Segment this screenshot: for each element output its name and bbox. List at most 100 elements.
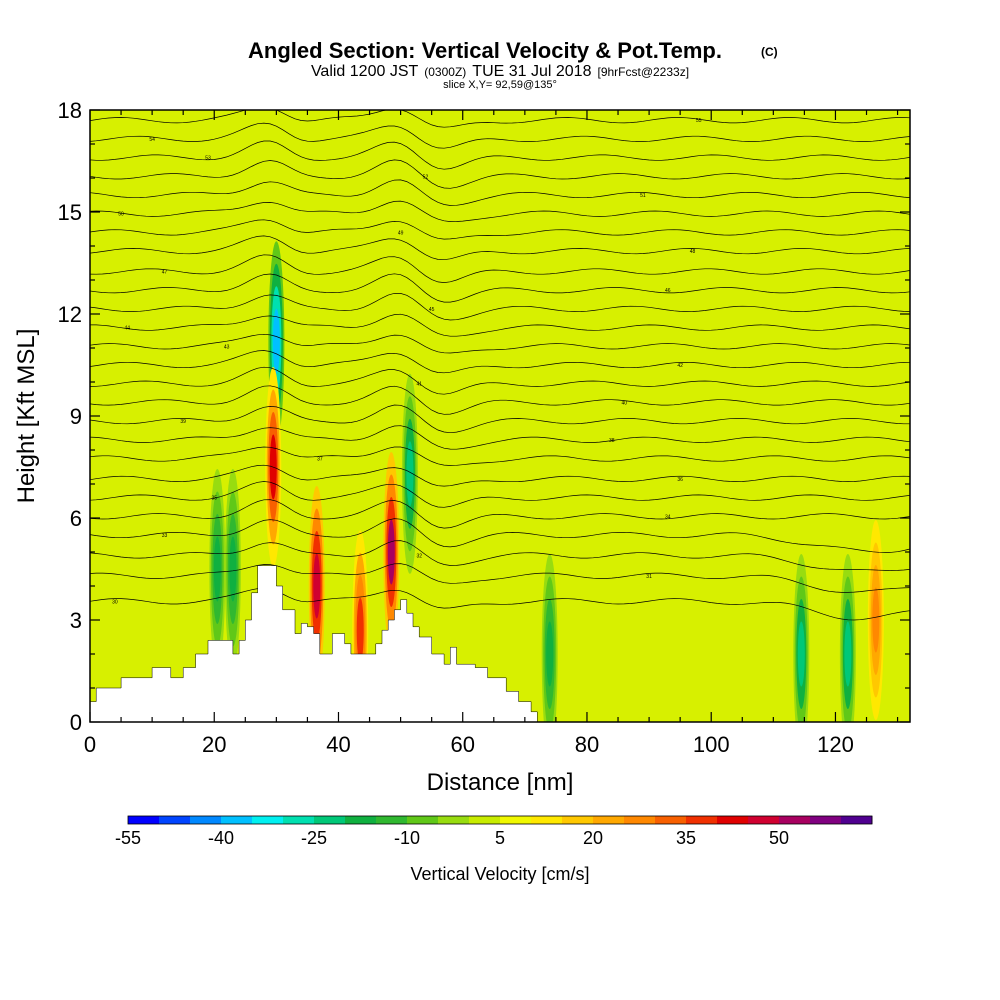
- vv-feature-6: [209, 469, 226, 669]
- y-tick-label: 9: [70, 404, 82, 429]
- x-tick-label: 120: [817, 732, 854, 757]
- valid-time-line: Valid 1200 JST (0300Z) TUE 31 Jul 2018 [9hr…: [311, 63, 689, 80]
- colorbar-tick-label: 20: [583, 828, 603, 848]
- theta-contour-31: [90, 563, 910, 593]
- colorbar-swatch: [128, 816, 160, 824]
- colorbar-swatch: [841, 816, 873, 824]
- valid-time: Valid 1200 JST: [311, 63, 419, 80]
- forecast-tag: [9hrFcst@2233z]: [597, 65, 689, 79]
- vv-band: [872, 587, 880, 653]
- theta-contour-35: [90, 481, 910, 508]
- valid-date: TUE 31 Jul 2018: [472, 63, 591, 80]
- colorbar-swatch: [314, 816, 346, 824]
- theta-contour-34: [90, 499, 910, 529]
- theta-contour-54: [90, 122, 910, 149]
- colorbar-tick-label: 5: [495, 828, 505, 848]
- colorbar-tick-label: -55: [115, 828, 141, 848]
- vv-band: [313, 553, 321, 619]
- x-tick-label: 0: [84, 732, 96, 757]
- theta-contour-label: 40: [621, 400, 627, 406]
- theta-contour-label: 38: [609, 438, 615, 444]
- theta-contour-label: 44: [124, 326, 130, 332]
- theta-contour-44: [90, 313, 910, 337]
- y-tick-label: 0: [70, 710, 82, 735]
- theta-contour-39: [90, 404, 910, 434]
- vv-feature-10: [839, 554, 856, 722]
- theta-contour-label: 37: [317, 457, 323, 463]
- vv-band: [356, 597, 364, 663]
- vv-feature-3: [383, 452, 400, 652]
- theta-contour-32: [90, 540, 910, 571]
- colorbar-swatch: [190, 816, 222, 824]
- theta-contour-42: [90, 350, 910, 374]
- theta-contour-55: [90, 110, 910, 128]
- vv-band: [272, 308, 280, 374]
- y-axis-label: Height [Kft MSL]: [13, 329, 40, 504]
- theta-contour-label: 32: [416, 553, 422, 559]
- colorbar-swatch: [593, 816, 625, 824]
- theta-contour-label: 51: [640, 193, 646, 199]
- colorbar-swatch: [748, 816, 780, 824]
- colorbar-swatch: [500, 816, 532, 824]
- x-tick-label: 20: [202, 732, 226, 757]
- colorbar-swatch: [810, 816, 842, 824]
- theta-contour-label: 36: [677, 477, 683, 483]
- theta-contour-47: [90, 254, 910, 283]
- theta-contour-40: [90, 385, 910, 415]
- theta-contour-label: 55: [696, 118, 702, 124]
- colorbar-label: Vertical Velocity [cm/s]: [410, 864, 589, 884]
- chart-title: Angled Section: Vertical Velocity & Pot.…: [248, 38, 722, 63]
- colorbar-swatch: [686, 816, 718, 824]
- colorbar-tick-label: 35: [676, 828, 696, 848]
- theta-contour-label: 52: [423, 174, 429, 180]
- theta-contour-label: 41: [416, 382, 422, 388]
- theta-contour-label: 50: [118, 212, 124, 218]
- vv-band: [546, 621, 554, 687]
- theta-contour-41: [90, 366, 910, 395]
- theta-contour-50: [90, 200, 910, 222]
- x-axis: 0 20 40 60 80 100 120: [84, 110, 899, 757]
- theta-contour-37: [90, 446, 910, 466]
- theta-contour-label: 49: [398, 230, 404, 236]
- theta-contour-label: 33: [162, 533, 168, 539]
- theta-contour-label: 39: [180, 419, 186, 425]
- vv-feature-8: [541, 554, 558, 722]
- colorbar-swatch: [345, 816, 377, 824]
- vv-feature-9: [793, 554, 810, 722]
- colorbar-tick-label: -40: [208, 828, 234, 848]
- theta-contour-38: [90, 425, 910, 450]
- theta-contour-43: [90, 333, 910, 354]
- theta-contour-label: 54: [149, 137, 155, 143]
- vv-band: [213, 536, 221, 602]
- terrain: [90, 565, 538, 722]
- y-tick-label: 12: [58, 302, 82, 327]
- vv-band: [844, 621, 852, 687]
- vv-band: [229, 536, 237, 602]
- theta-contour-label: 31: [646, 574, 652, 580]
- colorbar-swatch: [717, 816, 749, 824]
- colorbar-tick-label: 50: [769, 828, 789, 848]
- theta-contour-52: [90, 159, 910, 189]
- theta-contour-53: [90, 140, 910, 170]
- theta-contour-label: 35: [211, 496, 217, 502]
- theta-contour-label: 47: [162, 270, 168, 276]
- x-axis-label: Distance [nm]: [427, 769, 574, 796]
- colorbar-swatch: [438, 816, 470, 824]
- colorbar-swatch: [221, 816, 253, 824]
- colorbar-tick-label: -25: [301, 828, 327, 848]
- theta-contour-label: 46: [665, 288, 671, 294]
- theta-contour-49: [90, 219, 910, 240]
- theta-contour-36: [90, 464, 910, 487]
- colorbar-swatch: [283, 816, 315, 824]
- colorbar-swatch: [407, 816, 439, 824]
- colorbar-swatch: [469, 816, 501, 824]
- y-tick-label: 3: [70, 608, 82, 633]
- x-tick-label: 60: [450, 732, 474, 757]
- vv-feature-7: [224, 469, 241, 669]
- valid-utc: (0300Z): [424, 65, 466, 79]
- y-tick-label: 18: [58, 98, 82, 123]
- theta-contour-label: 42: [677, 363, 683, 369]
- colorbar: -55 -40 -25 -10 5 20 35 50: [115, 815, 873, 848]
